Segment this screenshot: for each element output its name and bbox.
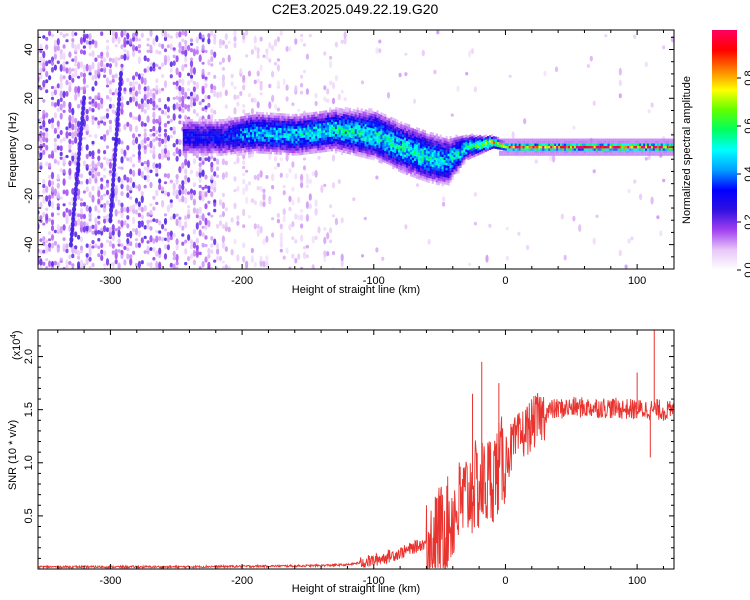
snr-y-multiplier: (x104) bbox=[9, 330, 23, 360]
y-tick-label: 20 bbox=[23, 92, 35, 104]
x-tick-label: 100 bbox=[628, 575, 646, 587]
x-tick-label: -200 bbox=[231, 575, 253, 587]
colorbar-tick-label: 0.8 bbox=[743, 70, 750, 85]
y-tick-label: -20 bbox=[23, 188, 35, 204]
spectrogram-x-label: Height of straight line (km) bbox=[292, 284, 420, 296]
y-tick-label: 2.0 bbox=[23, 349, 35, 364]
colorbar-gradient bbox=[712, 30, 737, 270]
figure-title: C2E3.2025.049.22.19.G20 bbox=[272, 1, 439, 17]
colorbar-label: Normalized spectral amplitude bbox=[681, 76, 693, 224]
colorbar: 0.0 0.2 0.4 0.6 0.8 Normalized spectral ampl… bbox=[681, 30, 750, 278]
spectrogram-y-label: Frequency (Hz) bbox=[7, 112, 19, 188]
y-tick-label: -40 bbox=[23, 237, 35, 253]
spectrogram-heatmap bbox=[38, 30, 674, 269]
snr-y-label: SNR (10 * v/v) bbox=[7, 420, 19, 490]
y-tick-label: 0.5 bbox=[23, 508, 35, 523]
x-tick-label: -100 bbox=[363, 275, 385, 287]
snr-frame bbox=[37, 329, 675, 570]
x-tick-label: -100 bbox=[363, 575, 385, 587]
snr-x-label: Height of straight line (km) bbox=[292, 583, 420, 595]
spectrogram-x-ticks: -300 -200 -100 0 100 bbox=[57, 30, 664, 287]
y-tick-label: 40 bbox=[23, 43, 35, 55]
colorbar-ticks: 0.0 0.2 0.4 0.6 0.8 bbox=[737, 70, 750, 278]
spectrogram-y-ticks: -40 -20 0 20 40 bbox=[23, 36, 674, 258]
snr-y-ticks: 0.5 1.0 1.5 2.0 bbox=[23, 345, 674, 559]
y-tick-label: 0 bbox=[23, 144, 35, 150]
x-tick-label: -300 bbox=[99, 575, 121, 587]
snr-x-ticks: -300 -200 -100 0 100 bbox=[57, 330, 664, 587]
x-tick-label: -200 bbox=[231, 275, 253, 287]
y-tick-label: 1.5 bbox=[23, 402, 35, 417]
y-tick-label: 1.0 bbox=[23, 455, 35, 470]
x-tick-label: 100 bbox=[628, 275, 646, 287]
colorbar-tick-label: 0.4 bbox=[743, 166, 750, 181]
snr-series bbox=[38, 330, 674, 569]
snr-line bbox=[38, 392, 674, 569]
x-tick-label: 0 bbox=[502, 575, 508, 587]
colorbar-tick-label: 0.2 bbox=[743, 214, 750, 229]
snr-panel: -300 -200 -100 0 100 0.5 1.0 1.5 2.0 Height of … bbox=[7, 329, 675, 595]
x-tick-label: 0 bbox=[502, 275, 508, 287]
x-tick-label: -300 bbox=[99, 275, 121, 287]
spectrogram-frame bbox=[37, 29, 675, 270]
colorbar-tick-label: 0.6 bbox=[743, 118, 750, 133]
colorbar-tick-label: 0.0 bbox=[743, 262, 750, 277]
